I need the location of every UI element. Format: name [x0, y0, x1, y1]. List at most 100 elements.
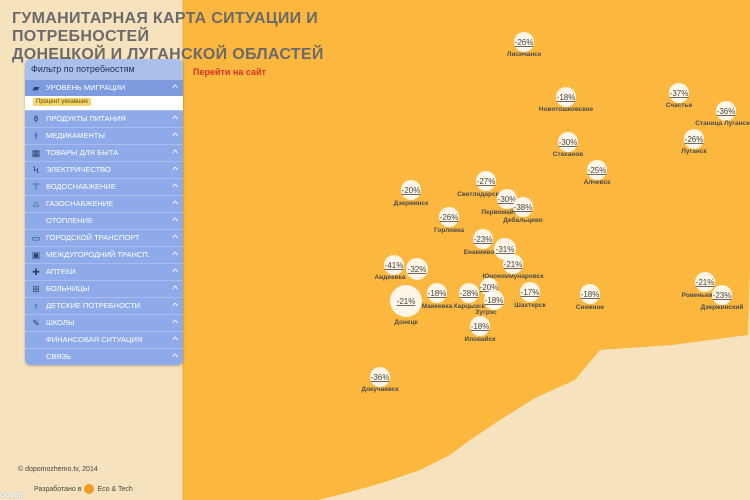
marker-circle [484, 290, 504, 310]
city-marker[interactable]: -38% Дебальцево [503, 197, 543, 224]
city-marker[interactable]: -36% Докучаевск [361, 367, 399, 393]
marker-value: -20% [402, 186, 421, 195]
filter-list: ▰ УРОВЕНЬ МИГРАЦИИ ^ Процент уехавших ⚱ ПРОДУ… [25, 79, 183, 365]
chevron-up-icon: ^ [172, 182, 178, 192]
city-marker[interactable]: -27% Светлодарск [457, 171, 500, 198]
city-label: Харцызск [453, 303, 485, 310]
city-label: Новотошковское [539, 106, 594, 113]
filter-item-8[interactable]: ОТОПЛЕНИЕ ^ [25, 212, 183, 229]
city-marker[interactable]: -30% Стаханов [553, 132, 584, 158]
city-marker[interactable]: -21% Донецк [390, 285, 422, 326]
filter-subitems: Процент уехавших [25, 96, 183, 110]
city-marker[interactable]: -36% Станица Луганская [695, 101, 750, 127]
marker-circle [514, 32, 534, 52]
chevron-up-icon: ^ [172, 233, 178, 243]
goto-site-link[interactable]: Перейти на сайт [193, 67, 266, 77]
city-marker[interactable]: -41% Авдеевка [375, 255, 406, 281]
electricity-icon: ϟ [33, 165, 39, 175]
marker-circle [587, 160, 607, 180]
city-marker[interactable]: -25% Алчевск [584, 160, 611, 186]
hospital-icon: ⊞ [32, 284, 40, 294]
city-marker[interactable]: -17% Шахтерск [514, 282, 546, 309]
city-label: Енакиево [464, 249, 495, 256]
filter-item-13[interactable]: ♀ ДЕТСКИЕ ПОТРЕБНОСТИ ^ [25, 297, 183, 314]
filter-item-label: ШКОЛЫ [46, 318, 75, 327]
page-title: ГУМАНИТАРНАЯ КАРТА СИТУАЦИИ И ПОТРЕБНОСТ… [12, 10, 452, 64]
city-marker[interactable]: -18% Зугрэс [475, 290, 504, 316]
eco-tech-logo-icon [84, 484, 95, 494]
marker-value: -25% [588, 166, 607, 175]
filter-item-label: ПРОДУКТЫ ПИТАНИЯ [46, 114, 126, 123]
filter-item-7[interactable]: ♨ ГАЗОСНАБЖЕНИЕ ^ [25, 195, 183, 212]
marker-value: -18% [428, 289, 447, 298]
marker-circle [427, 283, 447, 303]
city-marker[interactable]: -23% Дзержинский [701, 285, 744, 311]
selected-filter-chip[interactable]: Процент уехавших [33, 98, 92, 106]
filter-item-11[interactable]: ✚ АПТЕКИ ^ [25, 263, 183, 280]
filter-item-4[interactable]: ▦ ТОВАРЫ ДЛЯ БЫТА ^ [25, 144, 183, 161]
city-marker[interactable]: -18% Снежное [576, 284, 605, 311]
filter-item-14[interactable]: ✎ ШКОЛЫ ^ [25, 314, 183, 331]
city-marker[interactable]: -21% Ровеньки [682, 272, 715, 299]
filter-item-16[interactable]: СВЯЗЬ ^ [25, 348, 183, 365]
marker-value: -26% [685, 135, 704, 144]
city-marker[interactable]: -26% Горловка [434, 207, 464, 234]
city-marker[interactable]: -18% Макеевка [422, 283, 453, 310]
city-label: Дзержинск [394, 200, 430, 207]
marker-circle [695, 272, 715, 292]
filter-item-10[interactable]: ▣ МЕЖДУГОРОДНИЙ ТРАНСП. ^ [25, 246, 183, 263]
city-marker[interactable]: -28% Харцызск [453, 283, 485, 310]
finance-icon [30, 335, 42, 345]
filter-item-15[interactable]: ФИНАНСОВАЯ СИТУАЦИЯ ^ [25, 331, 183, 348]
marker-value: -26% [440, 213, 459, 222]
city-marker[interactable]: -32% [406, 258, 428, 280]
heating-icon [30, 216, 42, 226]
marker-circle [558, 132, 578, 152]
chevron-up-icon: ^ [172, 131, 178, 141]
marker-value: -21% [696, 278, 715, 287]
city-label: Стаханов [553, 151, 584, 158]
city-marker[interactable]: -23% Енакиево [464, 229, 495, 256]
chevron-up-icon: ^ [172, 114, 178, 124]
city-marker[interactable]: -18% Иловайск [464, 316, 496, 343]
marker-circle [439, 207, 459, 227]
city-marker[interactable]: -37% Счастье [666, 83, 693, 109]
filter-item-2[interactable]: ⚱ ПРОДУКТЫ ПИТАНИЯ ^ [25, 110, 183, 127]
city-marker[interactable]: -26% Луганск [681, 129, 707, 155]
city-label: Ровеньки [682, 292, 713, 299]
food-icon: ⚱ [32, 114, 40, 124]
marker-value: -21% [504, 260, 523, 269]
filter-item-6[interactable]: ⊤ ВОДОСНАБЖЕНИЕ ^ [25, 178, 183, 195]
city-label: Горловка [434, 227, 464, 234]
marker-value: -28% [460, 289, 479, 298]
filter-item-label: БОЛЬНИЦЫ [46, 284, 90, 293]
marker-value: -36% [371, 373, 390, 382]
suitcase-icon: ▰ [32, 83, 40, 93]
city-marker[interactable]: -18% Новотошковское [539, 87, 594, 113]
chevron-up-icon: ^ [172, 352, 178, 362]
filter-item-9[interactable]: ▭ ГОРОДСКОЙ ТРАНСПОРТ ^ [25, 229, 183, 246]
filter-item-1[interactable]: ▰ УРОВЕНЬ МИГРАЦИИ ^ [25, 79, 183, 96]
water-tap-icon: ⊤ [32, 182, 40, 192]
filter-item-3[interactable]: ⚕ МЕДИКАМЕНТЫ ^ [25, 127, 183, 144]
city-marker[interactable]: -30% Первомайск [481, 189, 521, 216]
marker-circle [580, 284, 600, 304]
marker-circle [473, 229, 493, 249]
filter-header: Фильтр по потребностям [25, 59, 183, 79]
city-marker[interactable]: -21% Юнокоммунаровск [483, 254, 545, 280]
chevron-up-icon: ^ [172, 267, 178, 277]
filter-item-5[interactable]: ϟ ЭЛЕКТРИЧЕСТВО ^ [25, 161, 183, 178]
marker-circle [497, 189, 517, 209]
city-marker[interactable]: -20% Дзержинск [394, 180, 430, 207]
city-label: Шахтерск [514, 302, 546, 309]
filter-item-12[interactable]: ⊞ БОЛЬНИЦЫ ^ [25, 280, 183, 297]
marker-circle [459, 283, 479, 303]
filter-panel: Фильтр по потребностям ▰ УРОВЕНЬ МИГРАЦИИ… [25, 59, 183, 365]
marker-circle [406, 258, 428, 280]
chevron-up-icon: ^ [172, 318, 178, 328]
city-label: Юнокоммунаровск [483, 273, 545, 280]
developer-credit[interactable]: Разработано в Eco & Tech [34, 484, 133, 494]
gas-flame-icon: ♨ [31, 199, 41, 209]
city-label: Лисичанск [507, 51, 542, 58]
city-marker[interactable]: -26% Лисичанск [507, 32, 542, 58]
